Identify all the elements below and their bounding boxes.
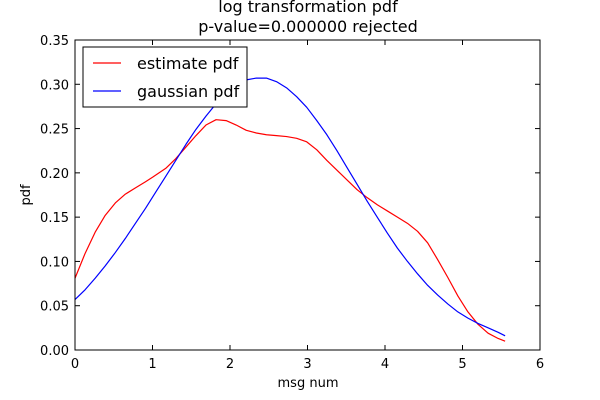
chart-subtitle: p-value=0.000000 rejected bbox=[198, 17, 417, 36]
plot-lines bbox=[74, 77, 506, 342]
x-tick-label: 3 bbox=[303, 357, 311, 372]
y-axis-label: pdf bbox=[19, 184, 34, 206]
y-tick-label: 0.20 bbox=[40, 167, 69, 182]
legend-box bbox=[82, 46, 248, 108]
y-tick-label: 0.05 bbox=[40, 300, 69, 315]
y-tick-label: 0.00 bbox=[40, 344, 69, 359]
x-tick-label: 0 bbox=[71, 357, 79, 372]
x-axis-label: msg num bbox=[278, 376, 339, 391]
series-line-estimate-pdf bbox=[74, 119, 506, 342]
series-line-gaussian-pdf bbox=[74, 77, 506, 337]
legend-label-estimate: estimate pdf bbox=[137, 54, 239, 73]
y-tick-label: 0.35 bbox=[40, 34, 69, 49]
y-tick-label: 0.30 bbox=[40, 78, 69, 93]
y-axis-ticks: 0.00 0.05 0.10 0.15 0.20 0.25 0.30 0.35 bbox=[40, 34, 540, 359]
x-tick-label: 4 bbox=[381, 357, 389, 372]
y-tick-label: 0.15 bbox=[40, 211, 69, 226]
chart-title: log transformation pdf bbox=[218, 0, 398, 16]
x-tick-label: 2 bbox=[226, 357, 234, 372]
x-axis-ticks: 0 1 2 3 4 5 6 bbox=[71, 40, 544, 372]
x-tick-label: 5 bbox=[458, 357, 466, 372]
legend-label-gaussian: gaussian pdf bbox=[137, 82, 240, 101]
y-tick-label: 0.10 bbox=[40, 255, 69, 270]
x-tick-label: 6 bbox=[536, 357, 544, 372]
legend: estimate pdf gaussian pdf bbox=[82, 46, 248, 108]
y-tick-label: 0.25 bbox=[40, 123, 69, 138]
x-tick-label: 1 bbox=[148, 357, 156, 372]
